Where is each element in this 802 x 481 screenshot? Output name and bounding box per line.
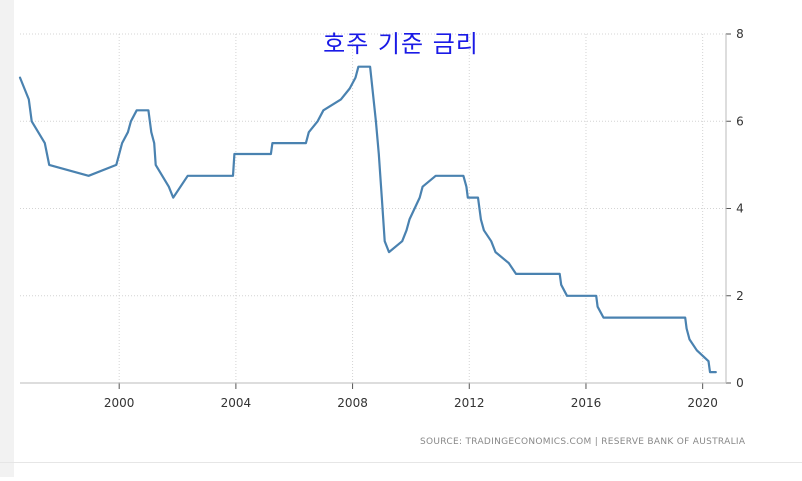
data-point <box>378 153 380 155</box>
data-point <box>515 273 517 275</box>
data-point <box>375 120 377 122</box>
x-tick-label: 2004 <box>221 396 252 410</box>
data-point <box>44 142 46 144</box>
data-point <box>127 131 129 133</box>
y-tick-label: 8 <box>736 27 744 41</box>
data-point <box>232 175 234 177</box>
data-point <box>369 66 371 68</box>
data-point <box>271 142 273 144</box>
data-point <box>595 295 597 297</box>
data-point <box>136 109 138 111</box>
data-point <box>150 131 152 133</box>
y-tick-label: 0 <box>736 376 744 390</box>
data-point <box>48 164 50 166</box>
tick-labels: 0 2 4 6 8 2000 2004 2008 2012 2016 2020 <box>104 27 744 410</box>
data-point <box>508 262 510 264</box>
data-point <box>28 98 30 100</box>
data-point <box>155 164 157 166</box>
source-note: SOURCE: TRADINGECONOMICS.COM | RESERVE B… <box>420 437 746 447</box>
x-tick-label: 2020 <box>687 396 718 410</box>
divider <box>0 462 802 463</box>
data-point <box>233 153 235 155</box>
data-point <box>357 66 359 68</box>
chart-title: 호주 기준 금리 <box>323 30 479 58</box>
left-margin-strip <box>0 0 14 477</box>
data-point <box>597 306 599 308</box>
data-point <box>340 98 342 100</box>
data-point <box>115 164 117 166</box>
x-tick-label: 2008 <box>337 396 368 410</box>
data-point <box>462 175 464 177</box>
series-line <box>18 65 717 374</box>
data-point <box>483 229 485 231</box>
data-point <box>688 338 691 340</box>
data-point <box>602 317 605 319</box>
data-point <box>477 197 479 199</box>
x-tick-label: 2012 <box>454 396 485 410</box>
data-point <box>560 284 562 286</box>
data-point <box>349 87 351 90</box>
data-point <box>401 240 403 242</box>
data-point <box>494 251 497 253</box>
data-point <box>121 142 123 144</box>
data-point <box>388 251 390 253</box>
data-point <box>465 186 467 188</box>
data-point <box>709 371 711 373</box>
data-point <box>405 229 408 231</box>
data-point <box>322 109 324 111</box>
y-tick-label: 6 <box>736 114 744 128</box>
data-point <box>480 218 482 220</box>
data-point <box>435 175 437 177</box>
data-point <box>168 186 170 188</box>
data-point <box>354 77 357 79</box>
data-point <box>153 142 155 144</box>
data-point <box>147 109 149 111</box>
data-point <box>19 77 21 79</box>
data-point <box>31 120 33 122</box>
data-point <box>419 197 421 199</box>
data-point <box>559 273 561 275</box>
data-point <box>467 197 469 199</box>
grid <box>20 33 726 383</box>
data-point <box>308 131 310 133</box>
x-tick-label: 2016 <box>571 396 602 410</box>
data-point <box>707 360 710 362</box>
axes <box>20 33 731 389</box>
data-point <box>422 186 424 188</box>
data-point <box>566 295 568 297</box>
data-point <box>384 240 386 242</box>
data-point <box>686 327 688 330</box>
data-point <box>381 197 383 199</box>
y-tick-label: 2 <box>736 289 744 303</box>
data-point <box>490 240 492 242</box>
data-point <box>317 120 319 122</box>
data-point <box>172 197 174 199</box>
x-tick-label: 2000 <box>104 396 135 410</box>
data-point <box>684 317 686 319</box>
data-point <box>187 175 189 177</box>
series-layer <box>18 65 717 374</box>
data-point <box>88 175 90 177</box>
data-point <box>130 120 132 122</box>
y-tick-label: 4 <box>736 202 744 216</box>
data-point <box>270 153 272 155</box>
data-point <box>715 371 717 373</box>
data-point <box>696 349 698 351</box>
data-point <box>408 218 411 220</box>
data-point <box>305 142 307 144</box>
